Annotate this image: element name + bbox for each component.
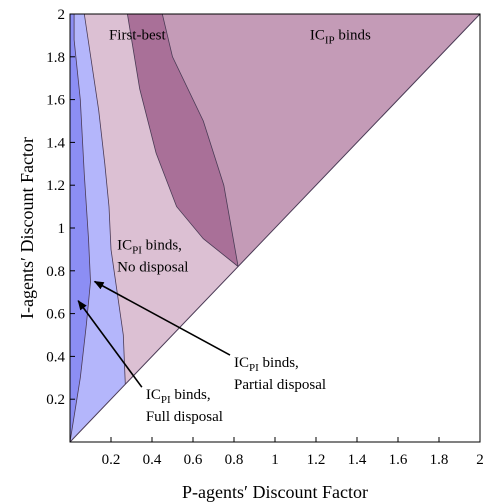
annotation-main: IC <box>146 387 161 403</box>
annotation-label: ICPI binds, <box>117 237 182 256</box>
annotation-label-line2: No disposal <box>117 259 188 275</box>
annotation-subscript: PI <box>132 244 142 256</box>
x-tick-label: 0.2 <box>102 452 121 468</box>
y-tick-label: 1 <box>58 221 66 237</box>
x-tick-label: 1 <box>271 452 279 468</box>
annotation-subscript: IP <box>325 35 335 47</box>
annotation-label-line2: Full disposal <box>146 409 223 425</box>
y-axis-label: I-agents′ Discount Factor <box>17 137 37 319</box>
x-tick-label: 0.4 <box>143 452 162 468</box>
y-tick-label: 2 <box>58 7 66 23</box>
annotation-label: ICIP binds <box>310 28 371 47</box>
x-tick-label: 0.8 <box>225 452 244 468</box>
annotation-rest: binds, <box>259 355 299 371</box>
boundary-first-best-upper <box>161 13 239 267</box>
y-tick-label: 1.4 <box>46 135 65 151</box>
annotation-subscript: PI <box>161 394 171 406</box>
annotation-main: IC <box>117 237 132 253</box>
y-tick-label: 0.4 <box>46 349 65 365</box>
region-ic-pi-binds-no-disposal <box>84 14 239 385</box>
y-tick-label: 1.8 <box>46 50 65 66</box>
y-tick-label: 0.6 <box>46 307 65 323</box>
y-tick-label: 1.2 <box>46 178 65 194</box>
diagonal-line <box>69 13 481 443</box>
annotation-main: IC <box>234 355 249 371</box>
boundary-full-partial <box>69 14 91 443</box>
annotation-arrow <box>77 299 143 388</box>
annotation-rest: binds, <box>142 237 182 253</box>
annotation-main: IC <box>310 28 325 44</box>
chart-boundaries <box>69 13 481 443</box>
annotation-rest: binds, <box>171 387 211 403</box>
axis-ticks: 0.2 0.4 0.6 0.8 1 1.2 1.4 1.6 1.8 2 0.2 0.4 0.6 0.8 1 1… <box>46 7 484 468</box>
boundary-partial-nodisposal <box>83 13 126 385</box>
region-ic-ip-binds <box>162 14 481 267</box>
annotation-label-line2: Partial disposal <box>234 377 326 393</box>
chart-regions <box>70 14 481 442</box>
annotation-rest: binds <box>335 28 371 44</box>
x-tick-label: 1.2 <box>307 452 326 468</box>
y-tick-label: 1.6 <box>46 93 65 109</box>
region-first-best <box>127 14 239 267</box>
annotation-label: ICPI binds, <box>234 355 299 374</box>
x-tick-label: 1.4 <box>348 452 367 468</box>
x-axis-label: P-agents′ Discount Factor <box>182 482 368 502</box>
annotation-label: First-best <box>109 28 167 44</box>
x-tick-label: 1.8 <box>430 452 449 468</box>
annotation-label: ICPI binds, <box>146 387 211 406</box>
y-tick-label: 0.2 <box>46 392 65 408</box>
region-ic-pi-binds-partial-disposal <box>70 14 126 442</box>
annotation-subscript: PI <box>249 362 259 374</box>
x-tick-label: 2 <box>476 452 484 468</box>
y-tick-label: 0.8 <box>46 264 65 280</box>
region-ic-pi-binds-full-disposal <box>70 14 91 442</box>
x-tick-label: 0.6 <box>184 452 203 468</box>
boundary-first-best-lower <box>127 13 239 267</box>
x-tick-label: 1.6 <box>389 452 408 468</box>
annotation-arrow <box>93 280 231 356</box>
